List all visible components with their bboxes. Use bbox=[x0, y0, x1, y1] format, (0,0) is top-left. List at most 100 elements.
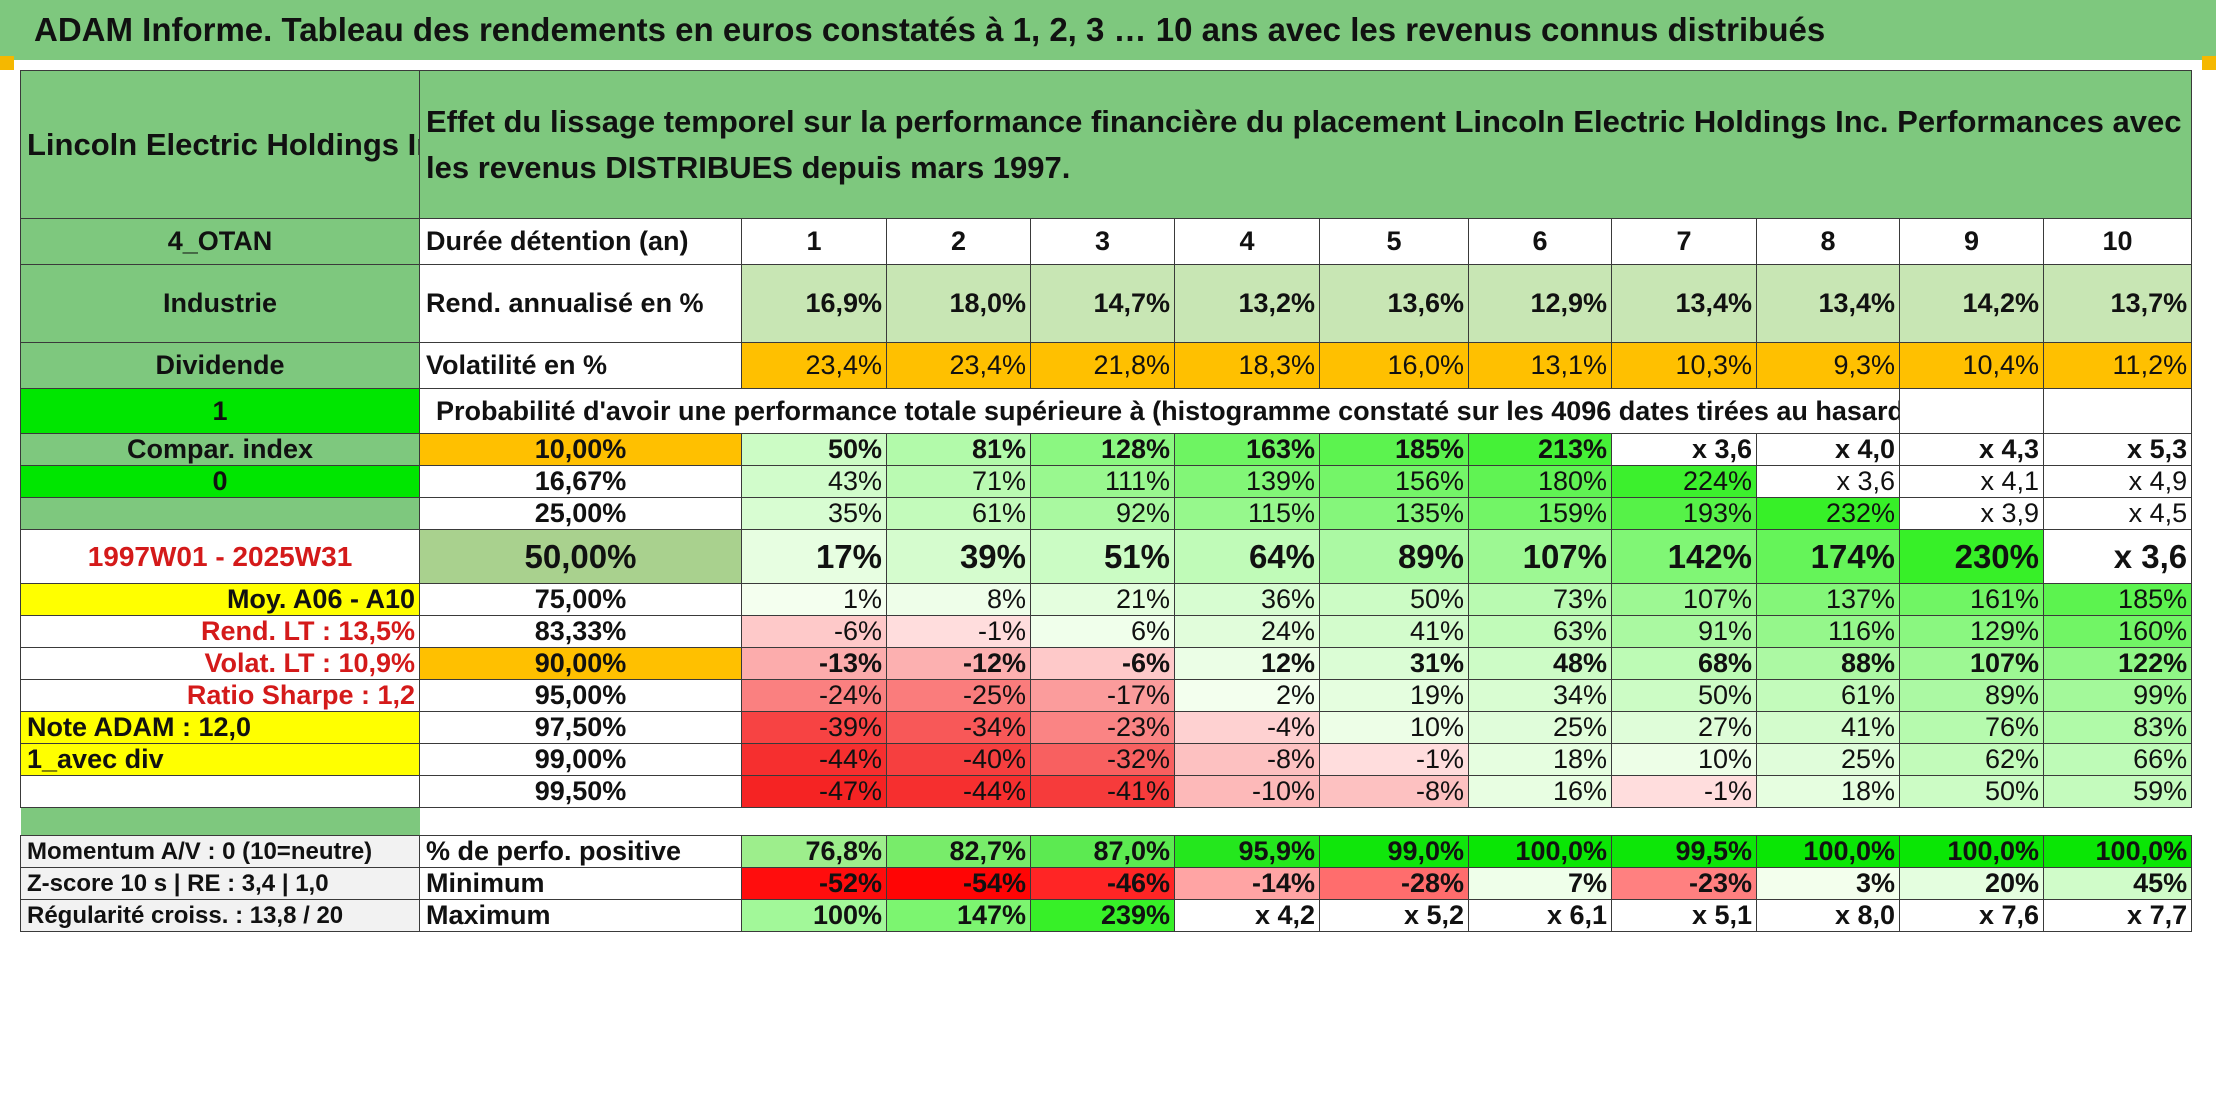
proba-value: 92% bbox=[1030, 497, 1175, 530]
proba-value: -10% bbox=[1174, 775, 1320, 808]
proba-value: 71% bbox=[886, 465, 1031, 498]
proba-value: -24% bbox=[741, 679, 887, 712]
proba-value: 35% bbox=[741, 497, 887, 530]
summary-value: 45% bbox=[2042, 867, 2193, 900]
proba-value: 61% bbox=[1756, 679, 1900, 712]
left-info-cell: 1997W01 - 2025W31 bbox=[20, 529, 420, 584]
proba-value: -32% bbox=[1030, 743, 1175, 776]
summary-value: 95,9% bbox=[1174, 835, 1320, 868]
header-row: Lincoln Electric Holdings Inc Effet du l… bbox=[20, 70, 2193, 219]
empty-cell bbox=[20, 775, 420, 808]
proba-value: 63% bbox=[1468, 615, 1612, 648]
summary-value: 100% bbox=[741, 899, 887, 932]
proba-value: 18% bbox=[1756, 775, 1900, 808]
volat-value: 11,2% bbox=[2042, 342, 2193, 389]
proba-header-row: 1 Probabilité d'avoir une performance to… bbox=[20, 388, 2193, 434]
proba-value: 185% bbox=[2042, 583, 2193, 616]
proba-value: 16% bbox=[1468, 775, 1612, 808]
proba-row: Volat. LT : 10,9% 90,00% -13% -12% -6% 12% 31%… bbox=[20, 647, 2193, 680]
proba-value: 1% bbox=[741, 583, 887, 616]
proba-value: x 3,6 bbox=[2042, 529, 2193, 584]
proba-value: 156% bbox=[1319, 465, 1469, 498]
flag-cell[interactable]: 1 bbox=[20, 388, 420, 434]
volat-value: 23,4% bbox=[741, 342, 887, 389]
proba-value: 66% bbox=[2042, 743, 2193, 776]
threshold-pct: 95,00% bbox=[419, 679, 742, 712]
volat-row: Dividende Volatilité en % 23,4% 23,4% 21… bbox=[20, 342, 2193, 389]
spacer-cell bbox=[420, 808, 2192, 836]
proba-value: 137% bbox=[1756, 583, 1900, 616]
performance-table: Lincoln Electric Holdings Inc Effet du l… bbox=[20, 70, 2193, 932]
proba-value: 73% bbox=[1468, 583, 1612, 616]
proba-value: 2% bbox=[1174, 679, 1320, 712]
proba-value: 59% bbox=[2042, 775, 2193, 808]
proba-value: 116% bbox=[1756, 615, 1900, 648]
proba-value: 161% bbox=[1899, 583, 2044, 616]
proba-value: -34% bbox=[886, 711, 1031, 744]
proba-header: Probabilité d'avoir une performance tota… bbox=[419, 388, 1900, 434]
proba-value: 142% bbox=[1611, 529, 1757, 584]
summary-value: 7% bbox=[1468, 867, 1612, 900]
proba-value: 41% bbox=[1319, 615, 1469, 648]
left-info-cell: Note ADAM : 12,0 bbox=[20, 711, 420, 744]
proba-row: Moy. A06 - A10 75,00% 1% 8% 21% 36% 50% 73% 107%… bbox=[20, 583, 2193, 616]
summary-value: -46% bbox=[1030, 867, 1175, 900]
proba-value: 111% bbox=[1030, 465, 1175, 498]
summary-value: 147% bbox=[886, 899, 1031, 932]
left-info-cell[interactable]: 0 bbox=[20, 465, 420, 498]
summary-value: -23% bbox=[1611, 867, 1757, 900]
rend-row: Industrie Rend. annualisé en % 16,9% 18,… bbox=[20, 264, 2193, 343]
threshold-pct: 25,00% bbox=[419, 497, 742, 530]
summary-value: 76,8% bbox=[741, 835, 887, 868]
proba-value: 160% bbox=[2042, 615, 2193, 648]
volat-value: 18,3% bbox=[1174, 342, 1320, 389]
sector-label: Industrie bbox=[20, 264, 420, 343]
proba-value: 135% bbox=[1319, 497, 1469, 530]
left-info-cell: Moy. A06 - A10 bbox=[20, 583, 420, 616]
spacer-cell bbox=[20, 807, 420, 836]
proba-value: x 3,6 bbox=[1756, 465, 1900, 498]
left-info-cell: Compar. index bbox=[20, 433, 420, 466]
summary-value: 99,0% bbox=[1319, 835, 1469, 868]
year-header: 7 bbox=[1611, 218, 1757, 265]
proba-value: 128% bbox=[1030, 433, 1175, 466]
volat-value: 23,4% bbox=[886, 342, 1031, 389]
volat-value: 13,1% bbox=[1468, 342, 1612, 389]
year-header: 4 bbox=[1174, 218, 1320, 265]
proba-value: x 4,9 bbox=[2042, 465, 2193, 498]
proba-value: x 3,6 bbox=[1611, 433, 1757, 466]
threshold-pct: 75,00% bbox=[419, 583, 742, 616]
threshold-pct: 90,00% bbox=[419, 647, 742, 680]
proba-value: 50% bbox=[741, 433, 887, 466]
proba-row: Note ADAM : 12,0 97,50% -39% -34% -23% -4% 10%… bbox=[20, 711, 2193, 744]
year-header: 1 bbox=[741, 218, 887, 265]
proba-value: 129% bbox=[1899, 615, 2044, 648]
duration-label: Durée détention (an) bbox=[419, 218, 742, 265]
maximum-row: Régularité croiss. : 13,8 / 20 Maximum 100… bbox=[20, 899, 2193, 932]
dividend-label: Dividende bbox=[20, 342, 420, 389]
proba-value: 224% bbox=[1611, 465, 1757, 498]
proba-value: -4% bbox=[1174, 711, 1320, 744]
proba-row: Rend. LT : 13,5% 83,33% -6% -1% 6% 24% 41% 63% 9… bbox=[20, 615, 2193, 648]
rend-value: 18,0% bbox=[886, 264, 1031, 343]
proba-value: 17% bbox=[741, 529, 887, 584]
summary-value: -14% bbox=[1174, 867, 1320, 900]
summary-value: 3% bbox=[1756, 867, 1900, 900]
year-header: 9 bbox=[1899, 218, 2044, 265]
proba-value: 12% bbox=[1174, 647, 1320, 680]
proba-row: 1997W01 - 2025W31 50,00% 17% 39% 51% 64% 89% 10… bbox=[20, 529, 2193, 584]
proba-value: 89% bbox=[1319, 529, 1469, 584]
proba-value: -25% bbox=[886, 679, 1031, 712]
threshold-pct: 99,00% bbox=[419, 743, 742, 776]
proba-value: 107% bbox=[1899, 647, 2044, 680]
proba-value: 107% bbox=[1468, 529, 1612, 584]
summary-value: x 7,6 bbox=[1899, 899, 2044, 932]
proba-value: 107% bbox=[1611, 583, 1757, 616]
proba-value: -39% bbox=[741, 711, 887, 744]
summary-value: 99,5% bbox=[1611, 835, 1757, 868]
year-header: 8 bbox=[1756, 218, 1900, 265]
proba-row: 25,00% 35% 61% 92% 115% 135% 159% 193% 232% x 3,9… bbox=[20, 497, 2193, 530]
proba-value: 159% bbox=[1468, 497, 1612, 530]
threshold-pct: 10,00% bbox=[419, 433, 742, 466]
proba-value: 174% bbox=[1756, 529, 1900, 584]
